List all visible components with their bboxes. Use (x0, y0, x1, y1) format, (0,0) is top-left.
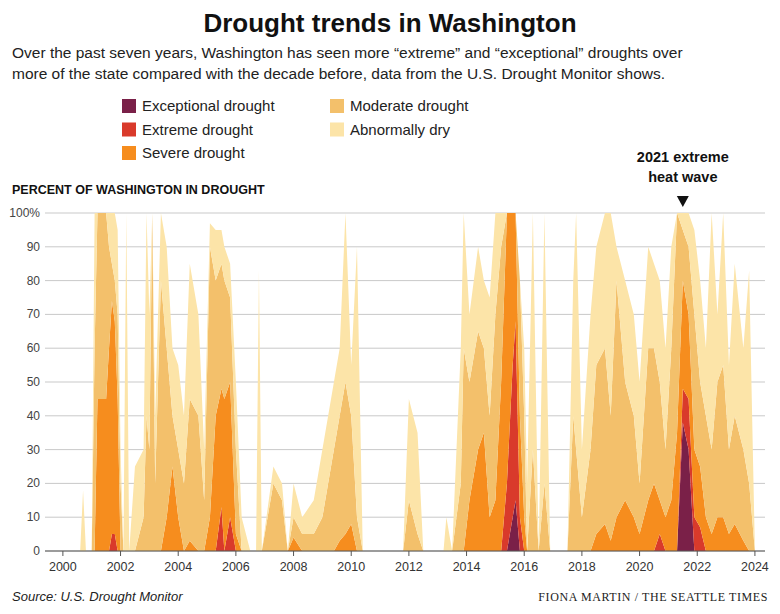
x-tick (178, 551, 179, 556)
legend-swatch (122, 123, 136, 137)
x-tick (466, 551, 467, 556)
chart: Drought trends in Washington Over the pas… (0, 0, 780, 614)
y-tick-label: 50 (27, 375, 41, 389)
y-tick-label: 80 (27, 274, 41, 288)
grid-line (45, 213, 765, 214)
x-tick-label: 2002 (107, 560, 135, 574)
annotation-arrow (677, 196, 689, 207)
annotation-text: heat wave (648, 169, 717, 185)
areas (63, 213, 755, 551)
legend-swatch (122, 99, 136, 113)
x-tick (639, 551, 640, 556)
x-tick-label: 2018 (568, 560, 596, 574)
subtitle: Over the past seven years, Washington ha… (12, 44, 683, 61)
x-tick (408, 551, 409, 556)
x-tick (581, 551, 582, 556)
legend: Exceptional drought Extreme drought Severe… (122, 97, 469, 161)
x-tick-label: 2008 (280, 560, 308, 574)
legend-swatch (330, 99, 344, 113)
y-tick-label: 10 (27, 510, 41, 524)
y-tick-label: 20 (27, 476, 41, 490)
legend-label: Abnormally dry (350, 121, 451, 138)
x-tick-label: 2020 (626, 560, 654, 574)
title: Drought trends in Washington (203, 8, 576, 38)
x-tick-label: 2022 (683, 560, 711, 574)
x-tick (524, 551, 525, 556)
area (63, 213, 755, 551)
credit: FIONA MARTIN / THE SEATTLE TIMES (538, 590, 768, 604)
y-tick-label: 40 (27, 409, 41, 423)
y-axis: 0 10 20 30 40 50 60 70 80 90 100% (9, 206, 765, 558)
y-axis-label: PERCENT OF WASHINGTON IN DROUGHT (12, 183, 265, 197)
y-tick-label: 0 (33, 544, 40, 558)
x-tick (293, 551, 294, 556)
x-tick (351, 551, 352, 556)
x-tick-label: 2010 (337, 560, 365, 574)
legend-label: Severe drought (142, 144, 245, 161)
source: Source: U.S. Drought Monitor (12, 589, 183, 604)
y-tick-label: 70 (27, 307, 41, 321)
x-tick-label: 2012 (395, 560, 423, 574)
x-axis-line (45, 550, 765, 551)
y-tick-label: 30 (27, 443, 41, 457)
x-tick-label: 2016 (510, 560, 538, 574)
annotation: 2021 extreme heat wave (637, 149, 729, 207)
legend-label: Extreme drought (142, 121, 254, 138)
x-tick-label: 2000 (49, 560, 77, 574)
y-tick-label: 100% (9, 206, 40, 220)
x-tick-label: 2004 (164, 560, 192, 574)
x-tick (235, 551, 236, 556)
x-axis: 2000 2002 2004 2006 2008 2010 2012 2014 2016 2018… (45, 551, 769, 574)
x-tick-label: 2014 (453, 560, 481, 574)
legend-label: Moderate drought (350, 97, 469, 114)
area (63, 213, 755, 551)
legend-swatch (122, 146, 136, 160)
x-tick (120, 551, 121, 556)
grid-line (45, 551, 765, 552)
x-tick (62, 551, 63, 556)
x-tick-label: 2006 (222, 560, 250, 574)
x-tick-label: 2024 (741, 560, 769, 574)
x-tick (754, 551, 755, 556)
legend-swatch (330, 123, 344, 137)
annotation-text: 2021 extreme (637, 149, 729, 165)
x-tick (697, 551, 698, 556)
y-tick-label: 90 (27, 240, 41, 254)
legend-label: Exceptional drought (142, 97, 275, 114)
subtitle: more of the state compared with the deca… (12, 65, 665, 82)
area (63, 213, 755, 551)
grid-line (45, 246, 765, 247)
y-tick-label: 60 (27, 341, 41, 355)
